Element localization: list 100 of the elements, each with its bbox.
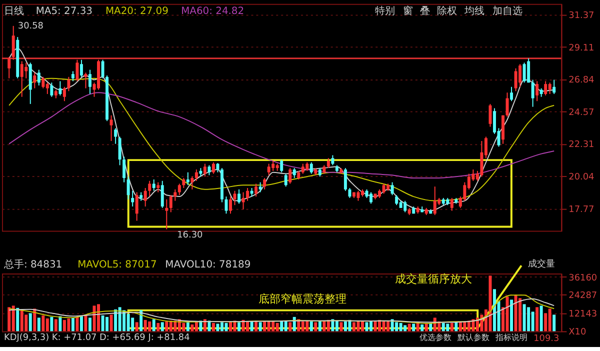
text: 默认参数: [456, 333, 490, 342]
candlestick: [76, 59, 79, 82]
text: MA60: 24.82: [181, 6, 244, 17]
bar: [527, 307, 530, 332]
bar: [118, 307, 122, 332]
bar: [16, 308, 20, 332]
bar: [46, 318, 49, 332]
candlestick: [263, 178, 266, 190]
candlestick: [114, 128, 118, 144]
candlestick: [152, 178, 156, 192]
candlestick: [135, 192, 138, 222]
candlestick: [194, 168, 198, 182]
y-tick-label: 24287: [568, 291, 598, 302]
bar: [165, 321, 168, 332]
candlestick: [178, 183, 181, 196]
candlestick: [326, 158, 330, 169]
candlestick: [246, 187, 250, 202]
bar: [190, 324, 194, 332]
annotation: 除权: [436, 4, 457, 17]
text: 成交量: [528, 258, 556, 270]
candlestick: [224, 196, 228, 214]
bar: [131, 318, 134, 332]
bar: [50, 316, 54, 332]
bar: [37, 318, 40, 332]
candlestick: [71, 70, 74, 82]
candlestick: [254, 183, 258, 198]
candlestick: [12, 25, 15, 60]
bar: [67, 318, 70, 332]
bar: [446, 324, 450, 332]
candlestick: [126, 176, 130, 200]
bar: [62, 320, 66, 332]
candlestick: [356, 190, 360, 202]
bar: [250, 321, 254, 332]
candlestick: [284, 173, 288, 188]
candlestick: [88, 69, 92, 94]
bar: [174, 320, 177, 332]
candlestick: [536, 80, 539, 102]
bar: [216, 324, 220, 332]
bar: [267, 320, 270, 332]
bar: [148, 321, 152, 332]
bar: [492, 289, 496, 332]
bar: [390, 319, 394, 332]
bar: [208, 320, 211, 332]
bar: [399, 322, 402, 332]
candlestick: [190, 176, 194, 190]
bar: [284, 320, 288, 332]
candlestick: [62, 86, 66, 102]
candlestick: [148, 180, 152, 198]
bar: [220, 322, 224, 332]
bar: [152, 319, 156, 332]
annotation: 16.30: [177, 230, 204, 241]
candlestick: [165, 198, 168, 230]
bar: [412, 324, 416, 332]
y-tick-label: 26.84: [568, 76, 595, 86]
candlestick: [144, 187, 147, 208]
candlestick: [238, 188, 241, 204]
bar: [424, 324, 428, 332]
bar: [374, 320, 377, 332]
y-tick-label: X10: [568, 328, 586, 338]
candlestick: [404, 200, 407, 213]
bar: [344, 321, 347, 332]
bar: [263, 321, 266, 332]
bar: [536, 307, 539, 332]
candlestick: [518, 64, 522, 88]
candlestick: [208, 164, 211, 176]
bar: [42, 315, 45, 332]
candlestick: [229, 196, 232, 214]
bar: [404, 325, 407, 332]
candlestick: [331, 154, 334, 166]
candlestick: [272, 160, 275, 172]
bar: [20, 310, 24, 332]
y-tick-label: 29.11: [568, 43, 594, 54]
bar: [442, 322, 445, 332]
y-tick-label: 20.04: [568, 172, 595, 183]
bar: [110, 314, 113, 332]
candlestick: [514, 68, 518, 92]
bar: [356, 320, 360, 332]
y-tick-label: 17.77: [568, 204, 594, 215]
bar: [114, 309, 118, 332]
bar: [160, 322, 164, 332]
line-series: [8, 92, 555, 179]
candlestick: [382, 183, 386, 194]
bar: [28, 313, 32, 332]
annotation: 30.58: [18, 22, 44, 32]
annotation: 叠: [420, 6, 430, 17]
chart-title: 日线: [4, 4, 24, 17]
bar: [33, 308, 36, 332]
bar: [135, 322, 138, 332]
bar: [24, 314, 28, 332]
candlestick: [344, 168, 347, 192]
bar: [122, 310, 126, 332]
text: 指标说明: [494, 333, 528, 342]
candlestick: [288, 168, 292, 184]
bar: [258, 322, 262, 332]
bar: [408, 324, 411, 332]
candlestick: [186, 172, 190, 186]
bar: [106, 316, 109, 332]
bar: [548, 308, 552, 332]
annotation: 成交量循序放大: [395, 272, 472, 286]
candlestick: [488, 103, 492, 128]
